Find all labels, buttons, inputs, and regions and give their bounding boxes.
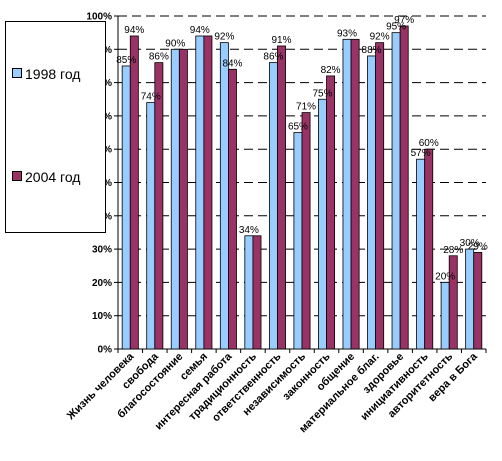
bar-1998: [465, 248, 475, 350]
bar-1998: [268, 62, 278, 350]
data-label-1998: 57%: [411, 148, 431, 159]
bar-1998: [342, 38, 352, 350]
bar-1998: [219, 42, 229, 350]
bar-2004: [448, 255, 458, 350]
data-labels: 85% 94% 74% 86% 90% 94% 92% 84% 34% 86% 91% 65% 71% 7…: [116, 15, 488, 282]
data-label-2004: 71%: [296, 102, 316, 113]
bars: [121, 25, 483, 350]
bar-2004: [301, 112, 311, 350]
legend-label-1998: 1998 год: [25, 66, 81, 82]
bar-2004: [326, 75, 336, 350]
legend-entry-1998: 1998 год: [12, 66, 80, 82]
bar-2004: [424, 148, 434, 350]
data-label-1998: 90%: [165, 38, 185, 49]
legend-label-2004: 2004 год: [25, 169, 81, 185]
data-label-1998: 95%: [386, 22, 406, 33]
data-label-1998: 94%: [190, 25, 210, 36]
data-label-2004: 84%: [222, 58, 242, 69]
legend: 1998 год 2004 год: [5, 21, 106, 233]
data-label-1998: 75%: [312, 88, 332, 99]
bar-2004: [252, 235, 262, 350]
legend-swatch-1998: [12, 68, 22, 78]
bar-2004: [203, 35, 213, 350]
data-label-1998: 20%: [435, 271, 455, 282]
bar-2004: [399, 25, 409, 350]
data-label-2004: 82%: [321, 65, 341, 76]
bar-2004: [350, 38, 360, 350]
data-label-2004: 94%: [124, 25, 144, 36]
data-label-1998: 74%: [141, 92, 161, 103]
data-label-2004: 29%: [468, 241, 488, 252]
data-label-1998: 93%: [337, 28, 357, 39]
bar-1998: [318, 98, 327, 350]
bar-2004: [473, 252, 483, 350]
bar-1998: [244, 235, 254, 350]
data-label-1998: 85%: [116, 55, 136, 66]
x-tick-labels: Жизнь человекасвободаблагосостояниесемья…: [64, 350, 480, 435]
bar-1998: [293, 132, 303, 350]
data-label-2004: 91%: [272, 35, 292, 46]
bar-2004: [178, 48, 188, 350]
bar-2004: [375, 42, 385, 350]
data-label-1998: 34%: [239, 225, 259, 236]
bar-1998: [367, 55, 376, 350]
bar-1998: [170, 48, 180, 350]
bar-1998: [121, 65, 131, 350]
legend-swatch-2004: [12, 171, 22, 181]
bar-1998: [146, 102, 156, 350]
y-tick-label: 30%: [92, 245, 112, 256]
data-label-2004: 92%: [370, 32, 390, 43]
bar-1998: [416, 158, 426, 350]
bar-1998: [391, 32, 401, 350]
legend-entry-2004: 2004 год: [12, 169, 80, 185]
data-label-1998: 30%: [460, 238, 480, 249]
y-tick-label: 0%: [98, 345, 113, 356]
data-label-2004: 60%: [419, 138, 439, 149]
data-label-2004: 28%: [443, 245, 463, 256]
data-label-2004: 97%: [394, 15, 414, 26]
data-label-1998: 65%: [288, 122, 308, 133]
bar-1998: [440, 281, 450, 350]
data-label-1998: 86%: [263, 52, 283, 63]
bar-2004: [154, 62, 164, 350]
data-label-2004: 86%: [149, 52, 169, 63]
data-label-1998: 92%: [214, 32, 234, 43]
data-label-1998: 88%: [362, 45, 382, 56]
bar-2004: [129, 35, 139, 350]
bar-2004: [277, 45, 286, 350]
y-tick-label: 10%: [92, 311, 112, 322]
bar-1998: [195, 35, 205, 350]
bar-2004: [227, 68, 237, 350]
y-tick-label: 20%: [92, 278, 112, 289]
y-tick-label: 100%: [86, 12, 112, 23]
